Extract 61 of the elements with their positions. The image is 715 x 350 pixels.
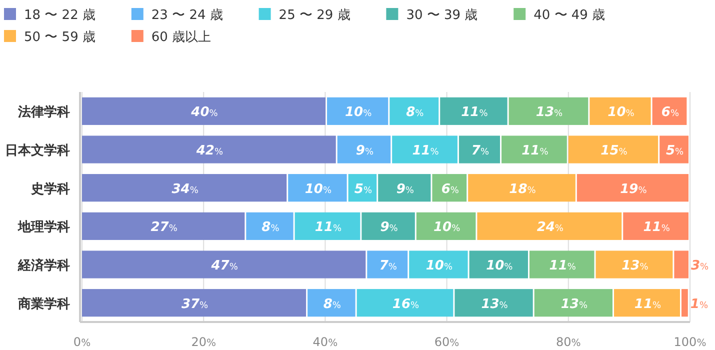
data-label: 9% (396, 182, 414, 197)
legend-label: 50 〜 59 歳 (24, 30, 96, 45)
data-label: 13% (560, 296, 588, 312)
legend-label: 30 〜 39 歳 (406, 8, 478, 23)
data-label: 11% (549, 258, 576, 274)
y-tick-label: 史学科 (30, 182, 70, 197)
data-label: 11% (634, 296, 662, 312)
data-label: 42% (195, 144, 224, 158)
data-label: 5% (354, 182, 372, 197)
data-label: 18% (509, 182, 536, 197)
data-label: 16% (392, 296, 420, 312)
data-label: 11% (461, 105, 488, 120)
y-tick-label: 商業学科 (17, 296, 70, 312)
x-tick-label: 20% (191, 335, 216, 349)
data-label: 10% (426, 258, 453, 274)
x-tick-label: 40% (312, 335, 338, 349)
data-label: 24% (536, 220, 564, 236)
data-label: 9% (380, 220, 398, 236)
y-tick-label: 法律学科 (17, 105, 70, 120)
data-label: 8% (262, 220, 280, 236)
data-label: 10% (608, 105, 635, 120)
data-label: 34% (172, 182, 199, 197)
data-label: 10% (345, 105, 372, 120)
legend-label: 25 〜 29 歳 (278, 8, 350, 23)
data-label: 11% (522, 144, 549, 158)
legend-label: 40 〜 49 歳 (534, 8, 606, 23)
x-tick-label: 0% (73, 335, 91, 349)
legend-label: 18 〜 22 歳 (24, 8, 96, 23)
data-label: 1% (690, 296, 708, 312)
data-label: 6% (661, 105, 680, 120)
data-label: 8% (323, 296, 342, 312)
x-tick-label: 80% (556, 335, 581, 349)
data-label: 13% (536, 105, 564, 120)
legend-label: 60 歳以上 (151, 30, 212, 45)
data-label: 10% (433, 220, 461, 236)
data-label: 9% (356, 144, 374, 158)
data-label: 3% (691, 258, 710, 274)
data-label: 15% (600, 144, 628, 158)
data-label: 7% (379, 258, 398, 274)
data-label: 47% (210, 258, 238, 274)
y-tick-label: 経済学科 (17, 258, 70, 274)
data-label: 5% (666, 144, 684, 158)
x-tick-label: 60% (434, 335, 460, 349)
y-tick-label: 地理学科 (17, 220, 70, 236)
data-label: 27% (150, 220, 178, 236)
data-label: 13% (481, 296, 508, 312)
data-label: 13% (622, 258, 649, 274)
data-label: 8% (406, 105, 424, 120)
legend-label: 23 〜 24 歳 (151, 8, 223, 23)
data-label: 11% (314, 220, 342, 236)
data-label: 11% (412, 144, 440, 158)
data-label: 37% (181, 296, 209, 312)
data-label: 11% (643, 220, 670, 236)
data-label: 7% (471, 144, 490, 158)
data-label: 10% (486, 258, 514, 274)
data-label: 40% (190, 105, 218, 120)
data-label: 19% (620, 182, 648, 197)
data-label: 10% (304, 182, 332, 197)
y-tick-label: 日本文学科 (5, 142, 70, 158)
x-tick-label: 100% (674, 335, 706, 349)
data-label: 6% (441, 182, 460, 197)
